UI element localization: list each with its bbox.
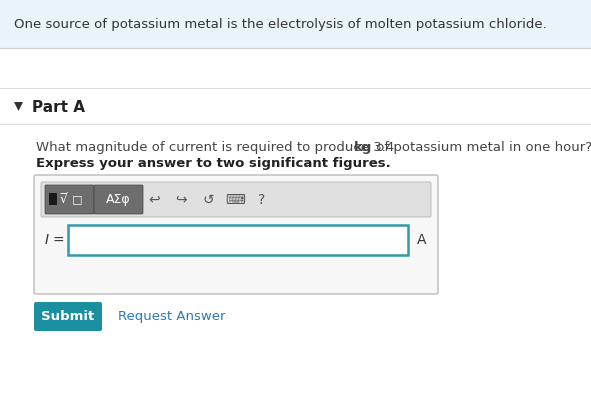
Text: Submit: Submit (41, 310, 95, 323)
Text: $I$ =: $I$ = (44, 233, 64, 247)
Text: A: A (417, 233, 427, 247)
FancyBboxPatch shape (34, 302, 102, 331)
Text: ↪: ↪ (175, 193, 187, 206)
FancyBboxPatch shape (45, 185, 94, 214)
Text: kg: kg (354, 141, 372, 154)
FancyBboxPatch shape (68, 225, 408, 255)
Text: What magnitude of current is required to produce 3.4: What magnitude of current is required to… (36, 141, 398, 154)
FancyBboxPatch shape (0, 0, 591, 48)
Text: ↩: ↩ (148, 193, 160, 206)
FancyBboxPatch shape (94, 185, 143, 214)
Text: √̅: √̅ (60, 193, 68, 206)
Text: Part A: Part A (32, 100, 85, 115)
Text: ↺: ↺ (202, 193, 214, 206)
FancyBboxPatch shape (34, 175, 438, 294)
Text: AΣφ: AΣφ (106, 193, 131, 206)
Text: ?: ? (258, 193, 265, 206)
Text: ⌨: ⌨ (225, 193, 245, 206)
FancyBboxPatch shape (41, 182, 431, 217)
Polygon shape (14, 102, 23, 111)
Bar (49, 193, 57, 205)
Text: Request Answer: Request Answer (118, 310, 226, 323)
Text: □: □ (72, 195, 83, 204)
Text: One source of potassium metal is the electrolysis of molten potassium chloride.: One source of potassium metal is the ele… (14, 17, 547, 30)
Text: of potassium metal in one hour?: of potassium metal in one hour? (372, 141, 591, 154)
Text: Express your answer to two significant figures.: Express your answer to two significant f… (36, 156, 391, 169)
